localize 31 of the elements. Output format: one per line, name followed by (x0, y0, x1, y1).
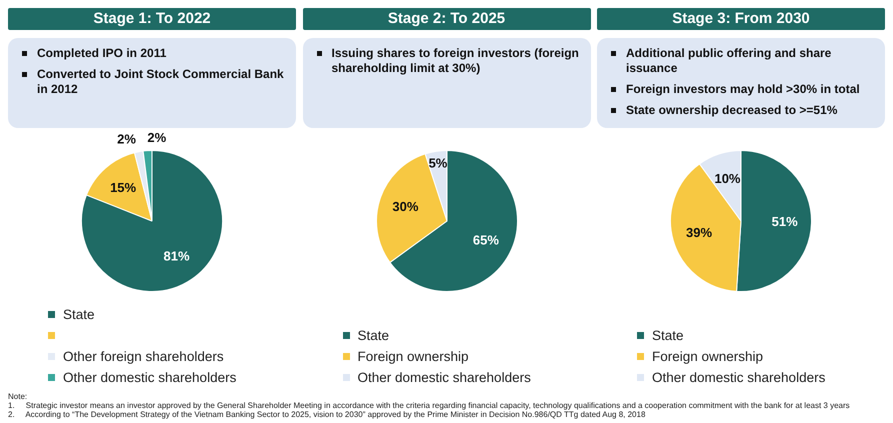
chart-title: Stage 3: From 2030 (597, 8, 885, 30)
data-label: 30% (392, 199, 418, 214)
legend-label: Other domestic shareholders (63, 370, 236, 385)
text: Foreign investors may hold >30% in total (626, 82, 860, 97)
data-label: 5% (428, 155, 448, 170)
data-label: 81% (164, 248, 190, 264)
legend-label: State (652, 328, 684, 343)
text: State ownership decreased to >=51% (626, 103, 838, 118)
legend-label: Other foreign shareholders (63, 349, 224, 364)
text: Note: (8, 392, 28, 401)
legend-label: Other domestic shareholders (652, 370, 826, 385)
legend-label: State (358, 328, 390, 343)
chart-title: Stage 1: To 2022 (8, 8, 296, 30)
data-label: 39% (686, 224, 712, 240)
data-label: 10% (714, 171, 741, 186)
data-label: 65% (472, 232, 499, 248)
data-label: 15% (110, 180, 137, 195)
data-label: 2% (147, 130, 167, 146)
text: Converted to Joint Stock Commercial Bank in 2012 (37, 67, 285, 97)
legend-label: Foreign ownership (358, 349, 469, 364)
chart-title: Stage 2: To 2025 (302, 8, 590, 30)
text: Completed IPO in 2011 (37, 46, 166, 61)
text: Additional public offering and share issuance (626, 46, 832, 76)
legend-label: State (63, 307, 95, 322)
text: 2. According to “The Development Strategy of the Vietnam Banking Sector to 2025, vision to 2030” approved by the Prime Minister in Decision No.986/QD TTg dated Aug 8, 2018 (8, 410, 646, 419)
data-label: 51% (772, 214, 798, 229)
text: Issuing shares to foreign investors (foreign shareholding limit at 30%) (332, 46, 580, 76)
legend-label: Other domestic shareholders (358, 370, 531, 385)
legend-label: Foreign ownership (652, 349, 764, 364)
data-label: 2% (117, 132, 136, 147)
text: 1. Strategic investor means an investor approved by the General Shareholder Meeting in accordance with the criteria regarding financial capacity, technology qualifications and a cooperation commitment with the bank for at least 3 years (8, 401, 851, 410)
